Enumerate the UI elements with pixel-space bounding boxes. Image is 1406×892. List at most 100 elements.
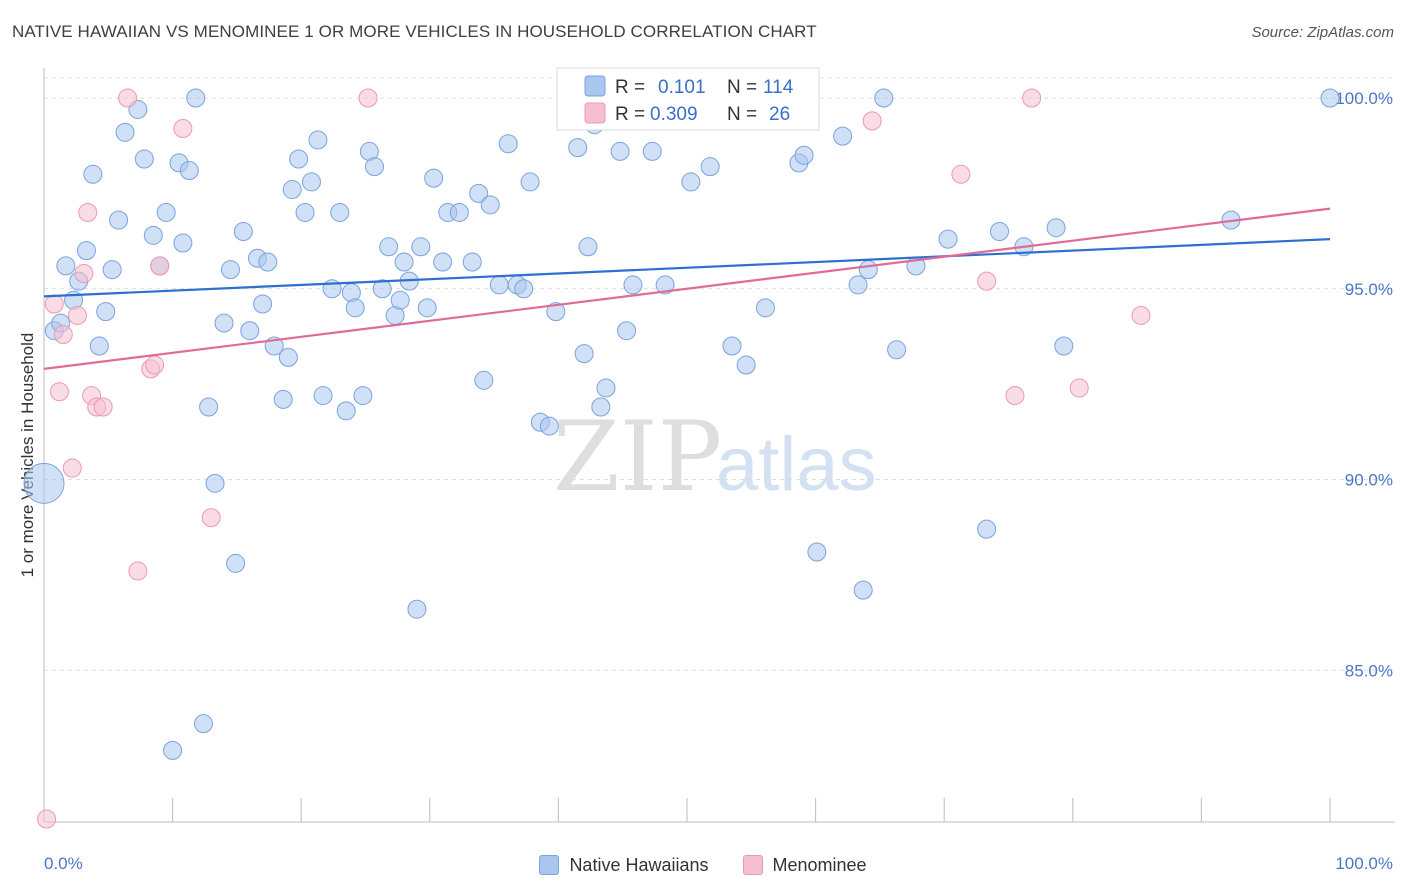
point-native-hawaiians xyxy=(407,599,427,619)
watermark: ZIP atlas xyxy=(553,401,877,513)
point-menominee xyxy=(78,202,98,222)
x-tick-label: 0.0% xyxy=(44,854,83,873)
point-native-hawaiians xyxy=(186,88,206,108)
point-native-hawaiians xyxy=(520,172,540,192)
point-menominee xyxy=(37,809,57,829)
point-native-hawaiians xyxy=(179,160,199,180)
y-tick-label: 95.0% xyxy=(1345,280,1393,299)
point-native-hawaiians xyxy=(163,740,183,760)
point-native-hawaiians xyxy=(977,519,997,539)
point-native-hawaiians xyxy=(700,157,720,177)
source-credit: Source: ZipAtlas.com xyxy=(1251,24,1394,41)
point-native-hawaiians xyxy=(938,229,958,249)
point-native-hawaiians xyxy=(76,241,96,261)
point-native-hawaiians xyxy=(345,298,365,318)
point-native-hawaiians xyxy=(610,141,630,161)
point-native-hawaiians xyxy=(313,386,333,406)
point-menominee xyxy=(67,305,87,325)
point-native-hawaiians xyxy=(568,138,588,158)
point-native-hawaiians xyxy=(240,321,260,341)
point-native-hawaiians xyxy=(623,275,643,295)
point-native-hawaiians xyxy=(258,252,278,272)
point-native-hawaiians xyxy=(143,225,163,245)
point-native-hawaiians xyxy=(134,149,154,169)
point-native-hawaiians xyxy=(546,302,566,322)
point-menominee xyxy=(150,256,170,276)
point-menominee xyxy=(128,561,148,581)
point-native-hawaiians xyxy=(173,233,193,253)
point-native-hawaiians xyxy=(736,355,756,375)
point-native-hawaiians xyxy=(514,279,534,299)
legend-n-value-2: 26 xyxy=(769,104,790,125)
point-native-hawaiians xyxy=(489,275,509,295)
point-native-hawaiians xyxy=(755,298,775,318)
y-tick-label: 85.0% xyxy=(1345,661,1393,680)
legend-item-native-hawaiians[interactable]: Native Hawaiians xyxy=(539,854,709,876)
series-legend: Native Hawaiians Menominee xyxy=(0,850,1406,880)
point-menominee xyxy=(1022,88,1042,108)
legend-n-label-2: N = xyxy=(727,104,757,125)
point-menominee xyxy=(862,111,882,131)
point-native-hawaiians xyxy=(617,321,637,341)
point-native-hawaiians xyxy=(474,370,494,390)
point-native-hawaiians xyxy=(379,237,399,257)
point-native-hawaiians xyxy=(574,344,594,364)
trend-line-menominee xyxy=(43,207,1331,370)
point-menominee xyxy=(93,397,113,417)
point-native-hawaiians xyxy=(642,141,662,161)
watermark-zip: ZIP xyxy=(553,401,722,513)
point-native-hawaiians xyxy=(353,386,373,406)
point-menominee xyxy=(951,164,971,184)
point-native-hawaiians xyxy=(480,195,500,215)
x-tick-label: 100.0% xyxy=(1335,854,1393,873)
legend-label-menominee: Menominee xyxy=(772,854,867,875)
legend-n-label-1: N = xyxy=(727,77,757,98)
point-native-hawaiians xyxy=(578,237,598,257)
point-menominee xyxy=(74,263,94,283)
point-menominee xyxy=(1069,378,1089,398)
point-native-hawaiians xyxy=(205,473,225,493)
point-native-hawaiians xyxy=(681,172,701,192)
point-native-hawaiians xyxy=(273,389,293,409)
point-native-hawaiians xyxy=(462,252,482,272)
point-native-hawaiians xyxy=(853,580,873,600)
point-native-hawaiians xyxy=(874,88,894,108)
trend-lines xyxy=(43,207,1331,370)
point-native-hawaiians xyxy=(365,157,385,177)
point-native-hawaiians xyxy=(115,122,135,142)
point-native-hawaiians xyxy=(308,130,328,150)
data-points xyxy=(23,88,1340,829)
point-native-hawaiians xyxy=(655,275,675,295)
point-native-hawaiians xyxy=(282,180,302,200)
point-native-hawaiians xyxy=(156,202,176,222)
point-native-hawaiians xyxy=(411,237,431,257)
y-tick-label: 100.0% xyxy=(1335,89,1393,108)
point-native-hawaiians xyxy=(233,222,253,242)
legend-swatch-pink xyxy=(584,102,606,124)
legend-label-native-hawaiians: Native Hawaiians xyxy=(569,854,709,875)
point-native-hawaiians xyxy=(226,553,246,573)
point-native-hawaiians xyxy=(469,183,489,203)
axes xyxy=(43,68,1395,823)
point-native-hawaiians xyxy=(989,222,1009,242)
point-native-hawaiians xyxy=(214,313,234,333)
point-native-hawaiians xyxy=(722,336,742,356)
point-native-hawaiians xyxy=(295,202,315,222)
point-native-hawaiians xyxy=(109,210,129,230)
point-native-hawaiians xyxy=(89,336,109,356)
point-native-hawaiians xyxy=(253,294,273,314)
point-native-hawaiians xyxy=(539,416,559,436)
point-native-hawaiians xyxy=(1320,88,1340,108)
point-native-hawaiians xyxy=(417,298,437,318)
legend-item-menominee[interactable]: Menominee xyxy=(742,854,867,876)
point-native-hawaiians xyxy=(433,252,453,272)
legend-r-label-2: R = xyxy=(615,104,645,125)
point-menominee xyxy=(118,88,138,108)
point-native-hawaiians xyxy=(1054,336,1074,356)
point-native-hawaiians xyxy=(833,126,853,146)
point-menominee xyxy=(62,458,82,478)
point-native-hawaiians xyxy=(220,260,240,280)
legend-r-label-1: R = xyxy=(615,77,645,98)
point-native-hawaiians xyxy=(289,149,309,169)
